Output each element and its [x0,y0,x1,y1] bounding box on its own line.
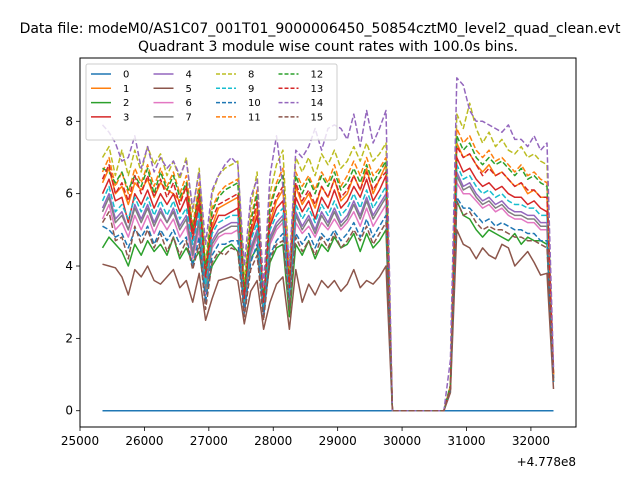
legend-label-8: 8 [248,70,254,81]
series-line-12 [102,135,555,412]
series-line-6 [101,182,555,412]
x-offset-text: +4.778e8 [517,455,576,469]
chart-title: Quadrant 3 module wise count rates with … [138,39,518,55]
legend-label-0: 0 [123,70,129,81]
y-tick-label: 4 [65,259,73,273]
y-tick-label: 6 [65,187,73,201]
series-line-9 [101,163,555,412]
legend-label-5: 5 [186,84,192,95]
legend-label-14: 14 [311,98,324,109]
legend-label-15: 15 [311,112,324,123]
series-line-10 [102,196,555,412]
series-line-5 [102,229,555,412]
legend-box [85,63,338,141]
series-line-3 [101,156,555,412]
series-line-7 [101,174,555,412]
axes-frame [79,57,577,428]
y-tick-label: 8 [65,114,73,128]
x-tick-label: 28000 [254,434,292,448]
legend-label-4: 4 [186,70,192,81]
x-tick-label: 29000 [319,434,357,448]
x-tick-label: 27000 [190,434,228,448]
y-axis: 0 2 4 6 8 [65,114,80,418]
x-tick-label: 25000 [61,434,99,448]
legend-label-10: 10 [248,98,261,109]
series-line-8 [101,102,555,412]
x-tick-label: 30000 [383,434,421,448]
x-axis: 25000 26000 27000 28000 29000 30000 31000 32000 [61,427,550,448]
legend-label-2: 2 [123,98,129,109]
series-line-15 [101,200,555,412]
legend-label-9: 9 [248,84,254,95]
figure-suptitle: Data file: modeM0/AS1C07_001T01_90000064… [20,21,621,37]
series-line-13 [101,145,555,412]
x-tick-label: 31000 [447,434,485,448]
legend-label-3: 3 [123,112,129,123]
legend-label-7: 7 [186,112,192,123]
legend-label-11: 11 [248,112,261,123]
legend-label-12: 12 [311,70,324,81]
y-tick-label: 2 [65,331,73,345]
x-tick-label: 32000 [512,434,550,448]
x-tick-label: 26000 [125,434,163,448]
series-line-11 [101,127,555,412]
y-tick-label: 0 [65,404,73,418]
series-line-4 [101,171,555,412]
series-line-2 [101,200,555,412]
legend-label-6: 6 [186,98,192,109]
legend-label-13: 13 [311,84,324,95]
legend-label-1: 1 [123,84,129,95]
